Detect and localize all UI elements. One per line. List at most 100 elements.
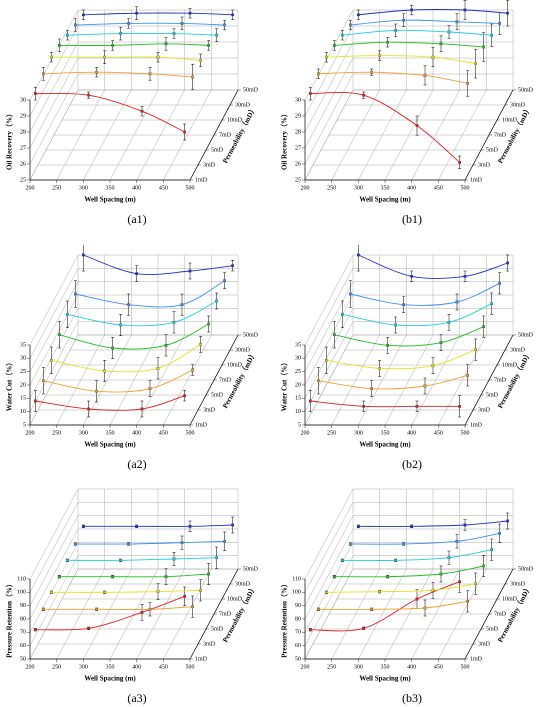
z-tick-label: 7mD [219, 132, 232, 138]
x-axis-label: Well Spacing (m) [359, 196, 411, 204]
data-point [356, 524, 360, 528]
series-line [35, 92, 185, 133]
x-tick-label: 200 [301, 430, 310, 436]
x-tick-label: 300 [79, 430, 88, 436]
grid-line [304, 25, 354, 117]
data-point [370, 70, 374, 74]
data-point [95, 607, 99, 611]
x-tick-label: 200 [26, 430, 35, 436]
data-point [402, 18, 406, 22]
data-point [215, 33, 219, 37]
series-line [51, 589, 201, 593]
data-point [447, 320, 451, 324]
data-point [447, 30, 451, 34]
series-line [35, 395, 185, 411]
data-point [156, 590, 160, 594]
data-point [348, 542, 352, 546]
data-point [191, 605, 195, 609]
data-point [439, 572, 443, 576]
z-tick-label: 10mD [502, 362, 518, 368]
data-point [207, 572, 211, 576]
data-point [164, 343, 168, 347]
series-line [326, 55, 476, 65]
z-tick-label: 1mD [195, 656, 208, 662]
series-line [75, 280, 225, 308]
series-line [75, 22, 225, 26]
z-tick-label: 30mD [510, 581, 526, 587]
series-line [342, 29, 492, 36]
grid-line [304, 488, 354, 580]
data-point [73, 23, 77, 27]
x-tick-label: 500 [186, 430, 195, 436]
x-tick-label: 500 [461, 430, 470, 436]
z-axis [464, 334, 514, 426]
grid-line [304, 294, 354, 386]
data-point [148, 72, 152, 76]
x-axis-label: Well Spacing (m) [84, 441, 136, 449]
z-tick-label: 50mD [243, 566, 259, 572]
data-point [332, 44, 336, 47]
z-tick-label: 7mD [219, 377, 232, 383]
x-tick-label: 350 [106, 664, 115, 670]
z-axis [464, 89, 514, 181]
z-tick-label: 50mD [243, 332, 259, 338]
z-tick-label: 50mD [518, 566, 534, 572]
z-tick-label: 30mD [510, 102, 526, 108]
data-point [191, 75, 195, 79]
y-tick-label: 35 [295, 342, 301, 348]
series-line [75, 540, 225, 545]
data-point [180, 303, 184, 307]
data-point [402, 303, 406, 307]
series-line [334, 326, 484, 347]
series-line [350, 532, 500, 545]
chart-panel: 5 10 15 20 25 30 35 200 250 300 350 400 450 500 Well S… [281, 245, 534, 471]
data-point [439, 42, 443, 46]
data-point [458, 404, 462, 408]
y-axis-label: Oil Recovery（%） [6, 110, 14, 170]
x-tick-label: 300 [79, 185, 88, 191]
grid-line [304, 502, 354, 593]
data-point [180, 22, 184, 25]
grid-line [29, 321, 79, 412]
data-point [57, 44, 61, 47]
grid-line [304, 308, 354, 399]
y-tick-label: 10 [295, 409, 301, 415]
data-point [140, 610, 144, 614]
grid-line [304, 555, 354, 646]
panel-label: (b2) [402, 457, 422, 471]
z-axis [189, 568, 239, 660]
y-tick-label: 30 [20, 356, 26, 362]
z-tick-label: 1mD [195, 422, 208, 428]
series-line [83, 524, 233, 527]
x-tick-label: 200 [301, 664, 310, 670]
data-point [506, 11, 510, 15]
y-tick-label: 15 [295, 396, 301, 402]
data-point [188, 11, 192, 15]
data-point [324, 358, 328, 362]
data-point [458, 161, 462, 164]
data-point [103, 590, 107, 594]
grid-line [29, 268, 79, 359]
y-tick-label: 60 [295, 643, 301, 649]
panel-label: (a1) [127, 212, 146, 226]
chart-panel: 50 60 70 80 90 100 110 200 250 300 350 400 450 500 Wel… [6, 488, 259, 705]
x-tick-label: 250 [327, 664, 336, 670]
chart-panel: 50 60 70 80 90 100 110 200 250 300 350 400 450 500 Wel… [281, 488, 534, 705]
data-point [119, 323, 123, 327]
data-point [340, 558, 344, 562]
data-point [111, 346, 115, 350]
series-line [43, 606, 193, 610]
data-point [87, 407, 91, 411]
x-tick-label: 300 [354, 185, 363, 191]
y-tick-label: 26 [295, 161, 301, 167]
grid-line [304, 321, 354, 412]
z-tick-label: 1mD [470, 656, 483, 662]
x-tick-label: 350 [381, 185, 390, 191]
data-point [199, 59, 203, 62]
x-tick-label: 400 [407, 185, 416, 191]
x-tick-label: 400 [407, 664, 416, 670]
data-point [431, 588, 435, 592]
data-point [57, 575, 61, 579]
data-point [41, 72, 45, 76]
data-point [348, 292, 352, 296]
